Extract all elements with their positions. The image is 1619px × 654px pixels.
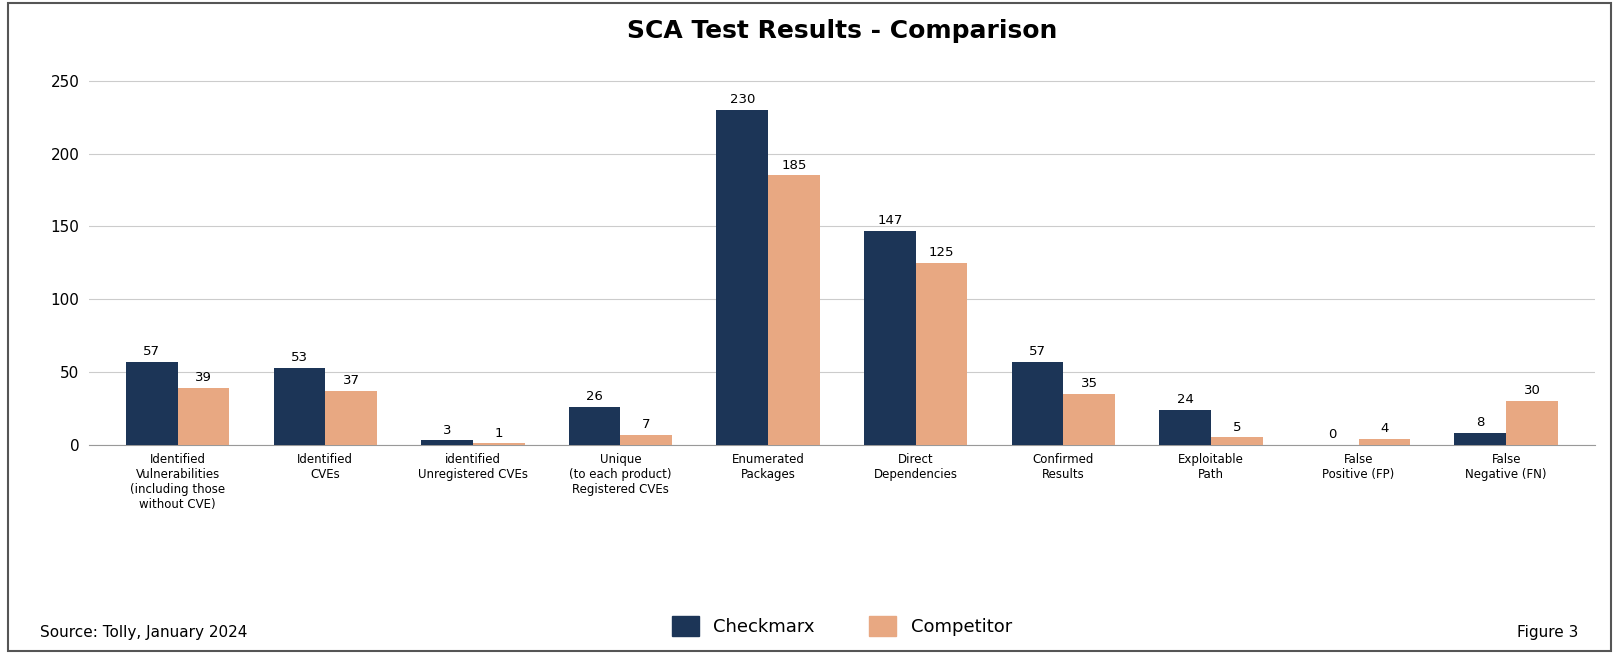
Text: 230: 230 xyxy=(730,93,754,106)
Bar xyxy=(274,368,325,445)
Bar xyxy=(421,440,473,445)
Bar xyxy=(473,443,525,445)
Text: Source: Tolly, January 2024: Source: Tolly, January 2024 xyxy=(40,625,248,640)
Text: 37: 37 xyxy=(343,374,359,387)
Text: 35: 35 xyxy=(1080,377,1098,390)
Text: 125: 125 xyxy=(929,246,954,259)
Bar xyxy=(126,362,178,445)
Bar xyxy=(325,391,377,445)
Text: 147: 147 xyxy=(877,214,902,227)
Text: 30: 30 xyxy=(1523,385,1540,398)
Text: 53: 53 xyxy=(291,351,308,364)
Text: 39: 39 xyxy=(194,371,212,385)
Bar xyxy=(717,110,767,445)
Bar xyxy=(1358,439,1410,445)
Bar xyxy=(865,231,916,445)
Bar xyxy=(620,434,672,445)
Bar xyxy=(1211,438,1263,445)
Text: 0: 0 xyxy=(1329,428,1337,441)
Bar xyxy=(178,388,230,445)
Bar xyxy=(1454,433,1506,445)
Text: 185: 185 xyxy=(782,159,806,172)
Bar xyxy=(1506,401,1557,445)
Text: 57: 57 xyxy=(1030,345,1046,358)
Text: 24: 24 xyxy=(1177,393,1193,406)
Text: 4: 4 xyxy=(1379,422,1389,436)
Text: 8: 8 xyxy=(1477,417,1485,430)
Text: 57: 57 xyxy=(142,345,160,358)
Text: 26: 26 xyxy=(586,390,602,404)
Legend: Checkmarx, Competitor: Checkmarx, Competitor xyxy=(672,617,1012,636)
Text: 7: 7 xyxy=(643,418,651,431)
Text: 1: 1 xyxy=(494,426,504,439)
Title: SCA Test Results - Comparison: SCA Test Results - Comparison xyxy=(627,19,1057,43)
Text: 3: 3 xyxy=(442,424,452,437)
Bar xyxy=(916,263,968,445)
Text: Figure 3: Figure 3 xyxy=(1517,625,1579,640)
Bar xyxy=(1159,410,1211,445)
Bar xyxy=(1012,362,1064,445)
Bar xyxy=(767,175,819,445)
Bar xyxy=(568,407,620,445)
Text: 5: 5 xyxy=(1232,421,1242,434)
Bar xyxy=(1064,394,1115,445)
